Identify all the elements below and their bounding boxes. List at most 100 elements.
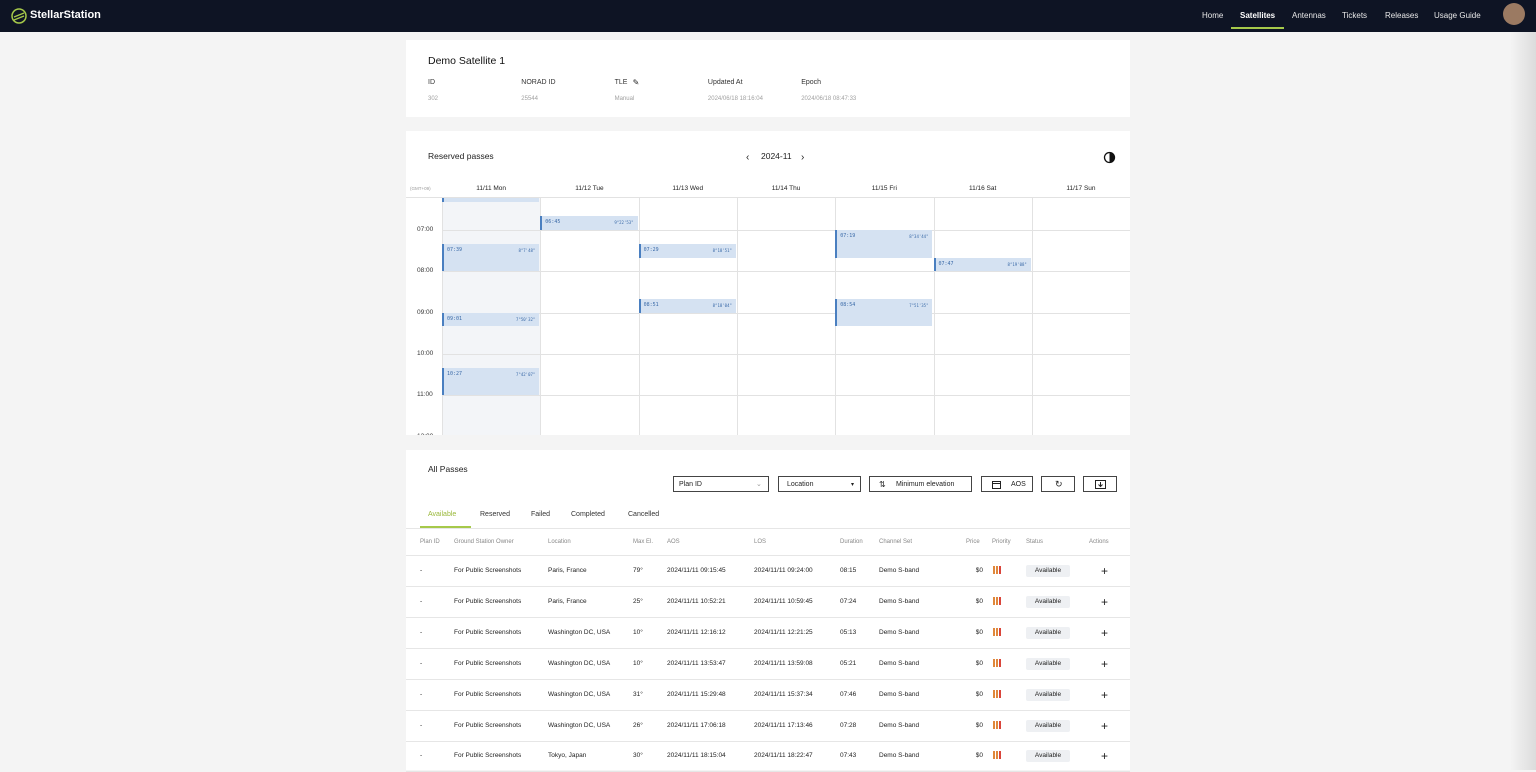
column-header: Channel Set (879, 539, 913, 545)
pass-elevation: 8°18'51" (712, 247, 732, 253)
cell: Washington DC, USA (548, 659, 611, 667)
field-value: 2024/06/18 08:47:33 (801, 96, 857, 102)
add-button[interactable]: + (1101, 656, 1109, 671)
cell: - (420, 752, 423, 760)
cell: 2024/11/11 12:16:12 (667, 628, 726, 636)
tab[interactable]: Cancelled (628, 511, 660, 518)
tab[interactable]: Available (428, 511, 457, 518)
pass-block[interactable]: 07:39 8°7'48" (442, 243, 540, 272)
tab-divider (406, 528, 1130, 529)
reserved-card: Reserved passes ‹ 2024-11 › (GMT+09) 07:… (406, 131, 1130, 435)
cell: 2024/11/11 15:29:48 (667, 690, 726, 698)
hour-label: 09:00 (417, 308, 434, 316)
day-header: 11/16 Sat (968, 185, 997, 192)
location-filter[interactable]: Location ▾ (778, 476, 861, 492)
nav-next[interactable]: › (801, 152, 805, 163)
nav-link[interactable]: Usage Guide (1434, 11, 1481, 20)
field-value: 25544 (521, 96, 538, 102)
priority-bar (999, 566, 1001, 574)
pass-elevation: 8°19'08" (1007, 261, 1027, 267)
nav-link[interactable]: Home (1202, 11, 1224, 20)
cell: 2024/11/11 09:24:00 (754, 567, 813, 574)
price: $0 (975, 567, 983, 574)
day-header: 11/11 Mon (476, 185, 507, 192)
add-button[interactable]: + (1101, 594, 1109, 609)
pass-block[interactable]: 10:27 7°42'07" (442, 367, 540, 396)
priority-bar (999, 751, 1001, 760)
status-badge: Available (1026, 719, 1070, 732)
row-divider (406, 740, 1130, 742)
status-badge: Available (1026, 595, 1070, 608)
export-button[interactable] (1083, 476, 1117, 492)
nav-link[interactable]: Tickets (1342, 11, 1368, 20)
pass-block[interactable]: 07:19 8°34'44" (835, 230, 933, 258)
cell: 07:46 (840, 690, 857, 698)
status-badge: Available (1026, 750, 1070, 763)
tab[interactable]: Failed (531, 511, 551, 518)
plan-filter[interactable]: Plan ID ⌄ (673, 476, 769, 492)
satellite-title: Demo Satellite 1 (428, 55, 506, 67)
nav-link[interactable]: Releases (1385, 11, 1419, 20)
refresh-button[interactable]: ↻ (1041, 476, 1075, 492)
day-header: 11/15 Fri (871, 185, 897, 192)
pass-block[interactable]: 07:29 8°18'51" (638, 243, 736, 258)
pass-elevation: 8°7'48" (518, 247, 536, 253)
theme-toggle[interactable] (1103, 151, 1116, 164)
pass-block[interactable]: 07:47 8°19'08" (933, 257, 1031, 272)
pass-elevation: 9°22'53" (614, 220, 634, 226)
cell: 2024/11/11 13:53:47 (667, 659, 726, 667)
pass-block[interactable]: 08:51 8°18'04" (638, 298, 736, 313)
tab[interactable]: Reserved (480, 511, 510, 518)
chevron: ⌄ (756, 481, 762, 488)
cell: For Public Screenshots (454, 597, 522, 605)
day-column (638, 198, 737, 435)
cell: 08:15 (840, 567, 857, 574)
pass-start: 07:47 (938, 260, 954, 267)
calendar-grid: 07:00 08:00 09:00 10:00 11:00 12:00 07:39 8°7'4… (406, 197, 1130, 435)
add-button[interactable]: + (1101, 718, 1109, 733)
nav-link[interactable]: Satellites (1240, 11, 1276, 20)
pass-block[interactable]: 08:54 7°51'35" (835, 298, 933, 327)
status-badge: Available (1026, 688, 1070, 701)
cell: Washington DC, USA (548, 690, 611, 698)
hour-line (442, 230, 1130, 231)
elevation-filter[interactable]: ⇅ Minimum elevation (869, 476, 972, 492)
cell: 2024/11/11 18:15:04 (667, 752, 726, 760)
cell: For Public Screenshots (454, 690, 522, 698)
cell: Demo S-band (879, 597, 920, 605)
priority-bar (996, 596, 998, 605)
add-button[interactable]: + (1101, 749, 1109, 764)
hour-label: 07:00 (417, 226, 434, 233)
priority-bar (993, 627, 995, 636)
nav-prev[interactable]: ‹ (746, 152, 750, 163)
cell: 05:21 (840, 659, 857, 667)
add-button[interactable]: + (1101, 625, 1109, 640)
filter-label: Plan ID (679, 481, 702, 488)
pass-block[interactable]: 09:01 7°50'32" (442, 312, 540, 327)
pass-start: 08:51 (643, 301, 659, 308)
price: $0 (975, 628, 983, 636)
cell: 05:13 (840, 628, 857, 636)
cell: 2024/11/11 09:15:45 (667, 567, 726, 574)
add-button[interactable]: + (1101, 687, 1109, 702)
avatar[interactable] (1503, 3, 1525, 25)
priority-bar (993, 751, 995, 760)
column-header: Duration (840, 539, 863, 545)
nav-link[interactable]: Antennas (1292, 11, 1326, 20)
field-label: ID (428, 79, 435, 86)
column-header: Priority (992, 539, 1011, 545)
pass-start: 09:01 (447, 315, 463, 322)
add-button[interactable]: + (1101, 564, 1109, 578)
section-title: Reserved passes (428, 151, 494, 161)
edit-icon[interactable]: ✎ (632, 78, 640, 87)
hour-line (442, 353, 1130, 355)
tab[interactable]: Completed (571, 511, 605, 518)
column-header: LOS (754, 539, 767, 545)
price: $0 (975, 752, 983, 760)
cell: 79° (633, 567, 643, 574)
pass-block[interactable]: 06:45 9°22'53" (540, 216, 638, 230)
field-label: NORAD ID (521, 79, 556, 86)
aos-filter[interactable]: AOS (981, 476, 1033, 492)
cell: - (420, 628, 423, 636)
pass-start: 06:45 (545, 219, 561, 226)
